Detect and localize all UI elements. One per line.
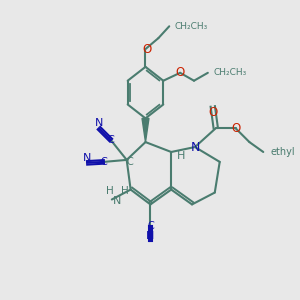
Text: O: O (231, 122, 240, 135)
Text: O: O (143, 43, 152, 56)
Text: C: C (107, 135, 114, 145)
Text: O: O (208, 106, 218, 119)
Text: O: O (176, 66, 185, 79)
Text: N: N (112, 196, 121, 206)
Text: CH₂CH₃: CH₂CH₃ (174, 22, 207, 31)
Text: C: C (126, 157, 133, 167)
Text: C: C (147, 221, 154, 231)
Text: C: C (100, 157, 107, 167)
Text: H: H (177, 151, 185, 161)
Text: H: H (106, 185, 114, 196)
Text: H: H (121, 185, 129, 196)
Polygon shape (142, 118, 149, 142)
Text: N: N (146, 231, 154, 241)
Text: CH₂CH₃: CH₂CH₃ (214, 68, 247, 77)
Text: ethyl: ethyl (270, 147, 295, 157)
Text: N: N (190, 140, 200, 154)
Text: N: N (83, 153, 91, 163)
Text: N: N (95, 118, 103, 128)
